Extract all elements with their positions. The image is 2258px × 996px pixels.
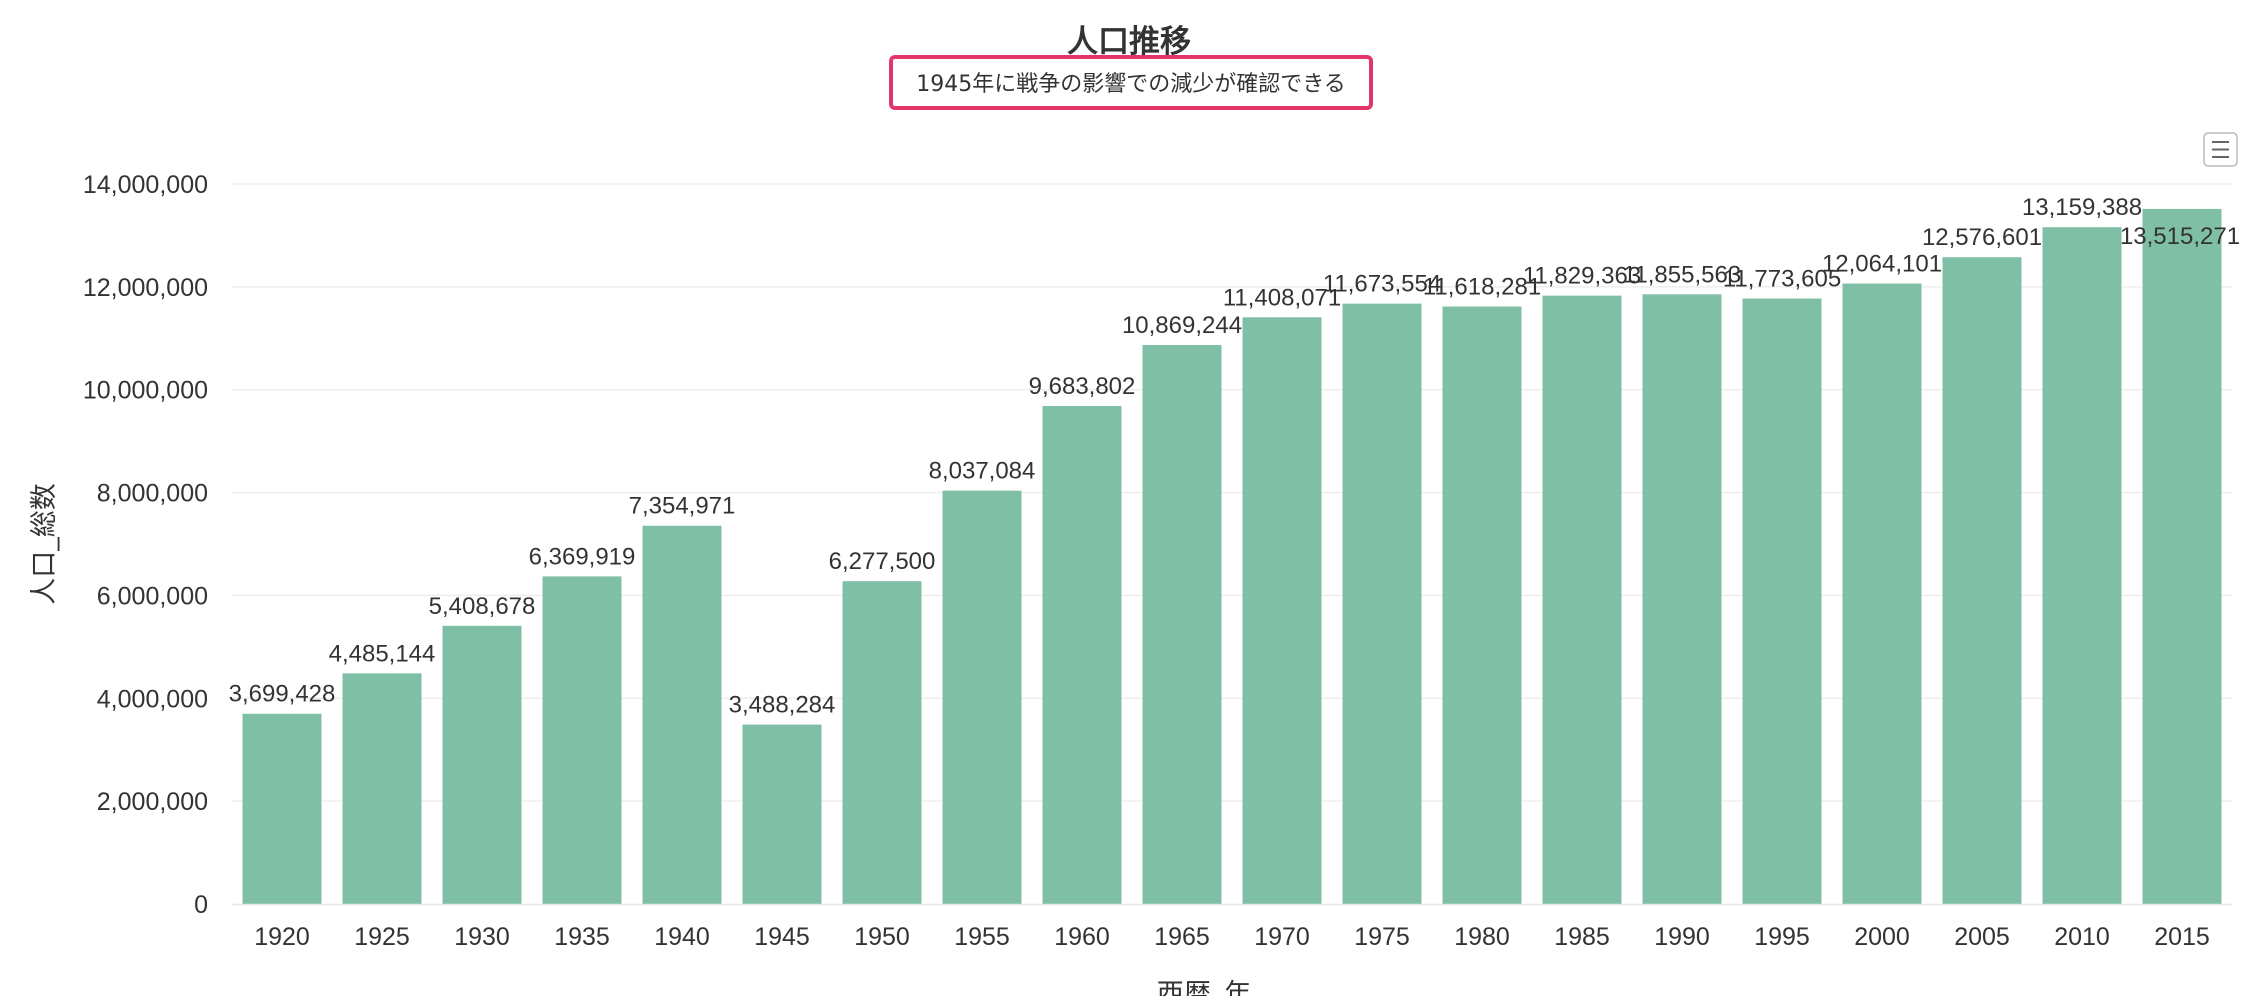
bar-2015[interactable] — [2142, 208, 2222, 904]
x-tick-label-1970: 1970 — [1254, 923, 1310, 951]
x-tick-label-1940: 1940 — [654, 923, 710, 951]
y-axis-tick-labels: 0 2,000,000 4,000,000 6,000,000 8,000,000 10,… — [83, 171, 208, 919]
x-tick-label-1920: 1920 — [254, 923, 310, 951]
data-label-1965: 10,869,244 — [1122, 312, 1242, 339]
data-label-2000: 12,064,101 — [1822, 251, 1942, 278]
data-label-2005: 12,576,601 — [1922, 224, 2042, 251]
bar-1930[interactable] — [442, 625, 522, 904]
subtitle-highlight-box — [889, 55, 1373, 110]
x-tick-label-1945: 1945 — [754, 923, 810, 951]
data-labels: 3,699,428 4,485,144 5,408,678 6,369,919 7,35… — [229, 194, 2240, 718]
data-label-1995: 11,773,605 — [1723, 266, 1841, 293]
bar-1990[interactable] — [1642, 294, 1722, 904]
x-tick-label-1930: 1930 — [454, 923, 510, 951]
data-label-1990: 11,855,563 — [1623, 261, 1741, 288]
data-label-1960: 9,683,802 — [1029, 373, 1136, 400]
x-tick-label-2005: 2005 — [1954, 923, 2010, 951]
x-tick-label-1935: 1935 — [554, 923, 610, 951]
bar-1945[interactable] — [742, 724, 822, 904]
x-tick-label-1960: 1960 — [1054, 923, 1110, 951]
x-tick-label-1995: 1995 — [1754, 923, 1810, 951]
hamburger-menu-icon — [2212, 141, 2229, 158]
bar-1980[interactable] — [1442, 306, 1522, 904]
x-tick-label-2000: 2000 — [1854, 923, 1910, 951]
data-label-1985: 11,829,363 — [1523, 263, 1641, 290]
bar-1960[interactable] — [1042, 405, 1122, 904]
x-tick-label-1980: 1980 — [1454, 923, 1510, 951]
chart-menu-button[interactable] — [2203, 132, 2238, 167]
data-label-1940: 7,354,971 — [629, 493, 736, 520]
data-label-1925: 4,485,144 — [329, 640, 436, 667]
y-axis-title: 人口_総数 — [29, 483, 60, 605]
y-tick-label: 10,000,000 — [83, 377, 208, 405]
bar-1955[interactable] — [942, 490, 1022, 904]
y-tick-label: 6,000,000 — [97, 582, 208, 610]
bar-1995[interactable] — [1742, 298, 1822, 904]
y-tick-label: 12,000,000 — [83, 274, 208, 302]
data-label-1955: 8,037,084 — [929, 458, 1036, 485]
x-tick-label-1955: 1955 — [954, 923, 1010, 951]
bar-series — [242, 208, 2222, 905]
data-label-1920: 3,699,428 — [229, 681, 336, 708]
x-tick-label-1975: 1975 — [1354, 923, 1410, 951]
x-tick-label-1925: 1925 — [354, 923, 410, 951]
data-label-1970: 11,408,071 — [1223, 284, 1341, 311]
bar-2010[interactable] — [2042, 227, 2122, 905]
y-tick-label: 2,000,000 — [97, 788, 208, 816]
chart-title: 人口推移 — [1067, 24, 1191, 60]
x-tick-label-1990: 1990 — [1654, 923, 1710, 951]
bar-1985[interactable] — [1542, 295, 1622, 904]
x-axis-title: 西暦_年 — [1157, 979, 1252, 996]
data-label-2010: 13,159,388 — [2022, 194, 2142, 221]
bar-1975[interactable] — [1342, 303, 1422, 905]
y-tick-label: 8,000,000 — [97, 480, 208, 508]
x-tick-label-1965: 1965 — [1154, 923, 1210, 951]
bar-1950[interactable] — [842, 581, 922, 904]
data-label-1950: 6,277,500 — [829, 548, 936, 575]
bar-1965[interactable] — [1142, 345, 1222, 904]
x-axis-tick-labels: 1920 1925 1930 1935 1940 1945 1950 1955 1960 1965… — [254, 923, 2210, 951]
data-label-1930: 5,408,678 — [429, 593, 536, 620]
data-label-1935: 6,369,919 — [529, 543, 636, 570]
y-tick-label: 0 — [194, 891, 208, 919]
x-tick-label-2015: 2015 — [2154, 923, 2210, 951]
x-tick-label-2010: 2010 — [2054, 923, 2110, 951]
data-label-1975: 11,673,554 — [1323, 271, 1441, 298]
chart-subtitle: 1945年に戦争の影響での減少が確認できる — [916, 72, 1346, 97]
data-label-1945: 3,488,284 — [729, 692, 836, 719]
bar-1925[interactable] — [342, 673, 422, 904]
data-label-1980: 11,618,281 — [1423, 273, 1541, 300]
y-tick-label: 4,000,000 — [97, 685, 208, 713]
x-tick-label-1950: 1950 — [854, 923, 910, 951]
bar-1970[interactable] — [1242, 317, 1322, 904]
bar-1920[interactable] — [242, 713, 322, 904]
bar-2005[interactable] — [1942, 257, 2022, 904]
bar-1940[interactable] — [642, 525, 722, 904]
bar-1935[interactable] — [542, 576, 622, 904]
data-label-2015: 13,515,271 — [2120, 223, 2240, 250]
bar-2000[interactable] — [1842, 283, 1922, 904]
y-tick-label: 14,000,000 — [83, 171, 208, 199]
x-tick-label-1985: 1985 — [1554, 923, 1610, 951]
